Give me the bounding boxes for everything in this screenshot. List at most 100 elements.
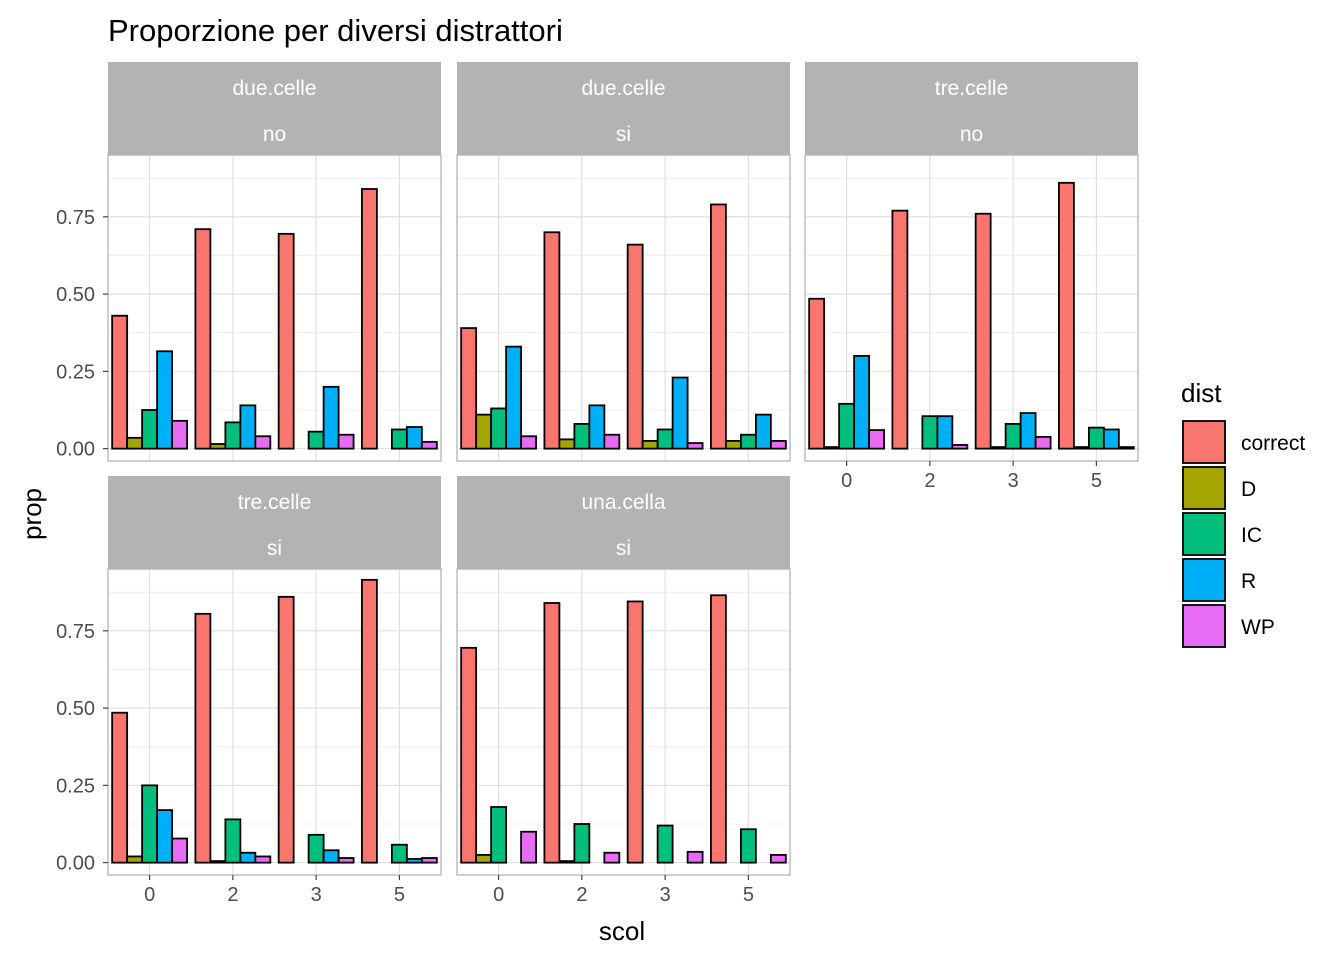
- bar-correct: [277, 232, 295, 450]
- x-axis-title: scol: [599, 916, 645, 946]
- x-tick-label: 5: [1091, 470, 1102, 492]
- legend-key-R: [1182, 558, 1226, 602]
- bar-D: [1072, 446, 1090, 450]
- bar-correct: [891, 209, 909, 450]
- y-tick-label: 0.75: [56, 207, 95, 229]
- bar-R: [239, 404, 257, 450]
- bar-correct: [974, 212, 992, 450]
- bar-D: [475, 413, 493, 450]
- y-tick-label: 0.00: [56, 853, 95, 875]
- x-tick-label: 5: [743, 884, 754, 906]
- y-tick-label: 0.25: [56, 361, 95, 383]
- facet-strip: [108, 476, 441, 569]
- legend: dist correct D IC R WP: [1181, 378, 1305, 648]
- bar-WP: [337, 857, 355, 864]
- panel-border: [456, 568, 791, 876]
- bar-IC: [739, 828, 757, 864]
- legend-key-D: [1182, 466, 1226, 510]
- bar-D: [126, 855, 144, 864]
- bar-IC: [921, 415, 939, 450]
- legend-label-correct: correct: [1241, 432, 1305, 455]
- legend-key-IC: [1182, 512, 1226, 556]
- legend-item-R: R: [1182, 558, 1256, 602]
- bar-IC: [490, 407, 508, 450]
- bar-WP: [520, 830, 537, 864]
- facet-panel: una.cella si 0 2 3 5: [456, 476, 791, 906]
- x-tick-label: 0: [493, 884, 504, 906]
- bar-R: [322, 849, 340, 864]
- bar-IC: [390, 428, 408, 450]
- legend-item-IC: IC: [1182, 512, 1262, 556]
- bar-D: [641, 440, 659, 450]
- bar-WP: [254, 435, 272, 450]
- facet-strip-label: no: [263, 123, 286, 146]
- bar-IC: [1004, 423, 1022, 450]
- y-tick-label: 0.00: [56, 439, 95, 461]
- bar-WP: [254, 855, 272, 864]
- bar-correct: [710, 203, 727, 450]
- bar-WP: [686, 442, 704, 450]
- bar-correct: [361, 578, 378, 864]
- bar-R: [936, 415, 954, 450]
- bar-IC: [739, 433, 757, 450]
- bar-R: [239, 851, 257, 864]
- legend-title: dist: [1181, 378, 1222, 408]
- bar-correct: [194, 228, 212, 450]
- x-tick-label: 3: [311, 884, 322, 906]
- bar-WP: [769, 854, 787, 864]
- legend-label-D: D: [1241, 478, 1256, 501]
- bar-correct: [194, 612, 212, 864]
- panel-border: [107, 154, 442, 462]
- legend-item-correct: correct: [1182, 420, 1305, 464]
- bar-D: [558, 438, 576, 450]
- bar-D: [126, 436, 144, 450]
- bar-correct: [460, 327, 478, 450]
- facet-strip: [108, 62, 441, 155]
- bar-D: [724, 440, 742, 450]
- bar-R: [156, 809, 174, 864]
- bar-R: [322, 385, 340, 450]
- bar-D: [989, 446, 1007, 450]
- x-tick-label: 5: [394, 884, 405, 906]
- facet-panels: due.celle no 0.00 0.25 0.50 0.75 due.celle si tr…: [56, 62, 1139, 906]
- bar-IC: [390, 843, 408, 864]
- bar-correct: [543, 602, 561, 864]
- bar-WP: [603, 433, 621, 450]
- legend-item-D: D: [1182, 466, 1256, 510]
- facet-strip-label: due.celle: [581, 77, 665, 100]
- bar-WP: [420, 440, 438, 450]
- bar-correct: [277, 595, 295, 864]
- facet-strip-label: si: [616, 537, 631, 560]
- panel-border: [456, 154, 791, 462]
- bar-WP: [868, 429, 885, 450]
- bar-D: [558, 860, 576, 864]
- bar-R: [156, 350, 174, 450]
- legend-key-correct: [1182, 420, 1226, 464]
- bar-IC: [838, 402, 856, 450]
- y-tick-label: 0.75: [56, 621, 95, 643]
- y-axis-title: prop: [17, 488, 47, 540]
- bar-correct: [710, 594, 727, 864]
- bar-R: [671, 376, 689, 450]
- y-tick-label: 0.50: [56, 698, 95, 720]
- bar-correct: [626, 243, 644, 450]
- facet-strip-label: due.celle: [232, 77, 316, 100]
- bar-correct: [626, 600, 644, 864]
- bar-R: [405, 426, 423, 450]
- bar-WP: [769, 440, 787, 450]
- bar-IC: [141, 784, 159, 864]
- bar-WP: [951, 444, 969, 450]
- facet-strip: [457, 476, 790, 569]
- facet-strip-label: si: [267, 537, 282, 560]
- facet-strip: [457, 62, 790, 155]
- facet-strip-label: tre.celle: [935, 77, 1009, 100]
- x-tick-label: 2: [576, 884, 587, 906]
- bar-R: [588, 404, 606, 450]
- facet-panel: tre.celle si 0.00 0.25 0.50 0.75 0 2 3 5: [56, 476, 442, 906]
- panel-border: [107, 568, 442, 876]
- bar-IC: [573, 423, 591, 450]
- facet-panel: tre.celle no 0 2 3 5: [804, 62, 1139, 492]
- bar-WP: [686, 850, 704, 864]
- bar-D: [209, 860, 227, 864]
